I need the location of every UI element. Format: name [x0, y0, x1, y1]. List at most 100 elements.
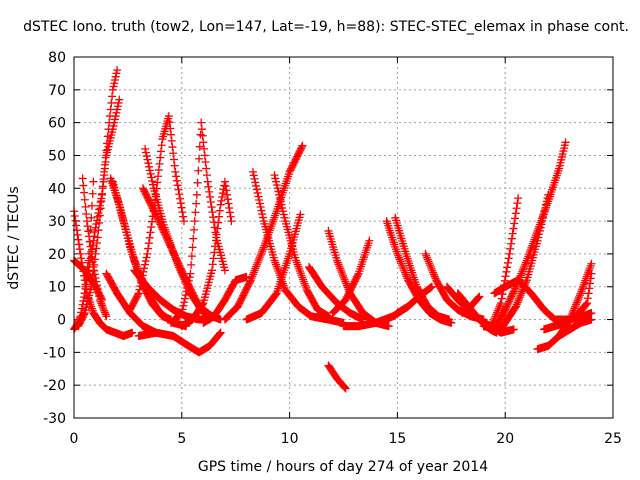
data-point — [258, 247, 267, 256]
data-point — [140, 260, 149, 269]
data-point — [587, 259, 596, 268]
data-point — [107, 98, 116, 107]
series — [177, 177, 236, 331]
data-point — [131, 260, 140, 269]
data-point — [519, 263, 528, 272]
data-point — [140, 264, 149, 273]
data-point — [178, 208, 187, 217]
data-point — [488, 319, 497, 328]
data-point — [90, 260, 99, 269]
data-point — [207, 203, 216, 212]
data-point — [101, 158, 110, 167]
data-point — [424, 257, 433, 266]
chart-title: dSTEC Iono. truth (tow2, Lon=147, Lat=-1… — [23, 19, 629, 35]
data-point — [72, 221, 81, 230]
data-point — [156, 147, 165, 156]
data-point — [583, 299, 592, 308]
data-point — [517, 289, 526, 298]
series — [324, 361, 350, 393]
data-point — [507, 239, 516, 248]
data-point — [208, 260, 217, 269]
data-point — [181, 291, 190, 300]
y-tick-label: 60 — [48, 116, 66, 132]
data-point — [256, 203, 265, 212]
data-point — [82, 280, 91, 289]
data-point — [191, 208, 200, 217]
data-point — [80, 289, 89, 298]
data-point — [128, 328, 137, 337]
data-point — [87, 201, 96, 210]
data-point — [249, 270, 258, 279]
data-point — [399, 264, 408, 273]
data-point — [177, 203, 186, 212]
data-point — [211, 228, 220, 237]
data-point — [544, 190, 553, 199]
data-point — [569, 306, 578, 315]
data-point — [220, 177, 229, 186]
data-point — [195, 154, 204, 163]
data-point — [586, 279, 595, 288]
data-point — [426, 261, 435, 270]
data-point — [157, 141, 166, 150]
data-point — [428, 266, 437, 275]
data-point — [521, 258, 530, 267]
data-point — [253, 188, 262, 197]
data-point — [248, 167, 257, 176]
x-tick-label: 15 — [388, 431, 406, 447]
data-point — [182, 287, 191, 296]
data-point — [425, 259, 434, 268]
data-point — [187, 252, 196, 261]
data-point — [246, 276, 255, 285]
data-point — [221, 182, 230, 191]
x-tick-label: 25 — [604, 431, 622, 447]
data-point — [254, 256, 263, 265]
data-point — [113, 66, 122, 75]
data-point — [180, 298, 189, 307]
data-point — [502, 267, 511, 276]
data-point — [148, 217, 157, 226]
data-point — [115, 95, 124, 104]
x-tick-label: 5 — [177, 431, 186, 447]
data-point — [102, 312, 111, 321]
data-point — [89, 266, 98, 275]
data-point — [177, 309, 186, 318]
data-point — [340, 382, 349, 391]
data-point — [494, 304, 503, 313]
data-point — [395, 255, 404, 264]
data-point — [252, 262, 261, 271]
series — [242, 210, 305, 324]
data-point — [96, 297, 105, 306]
data-point — [255, 199, 264, 208]
data-point — [90, 228, 99, 237]
data-point — [108, 92, 117, 101]
x-tick-label: 10 — [281, 431, 299, 447]
data-point — [86, 254, 95, 263]
data-point — [132, 262, 141, 271]
data-points — [70, 66, 596, 393]
data-point — [335, 262, 344, 271]
data-point — [512, 300, 521, 309]
y-tick-label: 20 — [48, 247, 66, 263]
data-point — [81, 202, 90, 211]
data-point — [87, 277, 96, 286]
data-point — [333, 256, 342, 265]
data-point — [216, 328, 225, 337]
data-point — [251, 178, 260, 187]
data-point — [210, 248, 219, 257]
data-point — [215, 206, 224, 215]
y-tick-label: 30 — [48, 214, 66, 230]
data-point — [146, 228, 155, 237]
data-point — [171, 167, 180, 176]
data-point — [257, 249, 266, 258]
data-point — [211, 242, 220, 251]
data-point — [572, 300, 581, 309]
data-point — [255, 254, 264, 263]
data-point — [169, 155, 178, 164]
data-point — [297, 143, 306, 152]
data-point — [87, 282, 96, 291]
data-point — [175, 190, 184, 199]
data-point — [247, 274, 256, 283]
series — [328, 236, 374, 317]
data-point — [184, 280, 193, 289]
data-point — [185, 273, 194, 282]
